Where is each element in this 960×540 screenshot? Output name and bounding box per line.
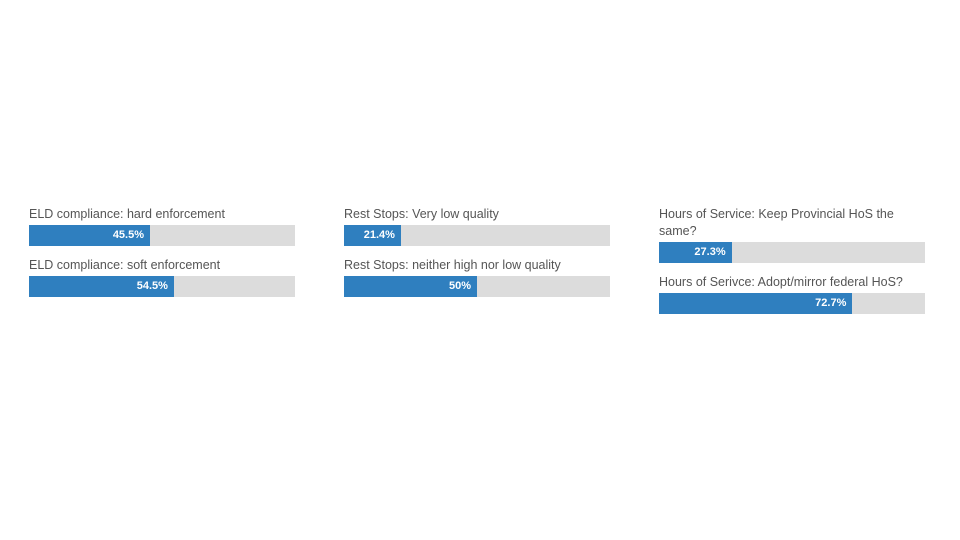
bar-fill: 72.7% <box>659 293 853 314</box>
bar-label: Hours of Serivce: Adopt/mirror federal H… <box>659 275 903 289</box>
hours-of-service-chart: Hours of Service: Keep Provincial HoS th… <box>659 206 925 325</box>
bar-label: Rest Stops: neither high nor low quality <box>344 258 561 272</box>
bar-item: Hours of Serivce: Adopt/mirror federal H… <box>659 274 925 314</box>
bar-item: ELD compliance: hard enforcement 45.5% <box>29 206 295 246</box>
bar-item: Rest Stops: neither high nor low quality… <box>344 257 610 297</box>
bar-track: 45.5% <box>29 225 295 246</box>
bar-item: ELD compliance: soft enforcement 54.5% <box>29 257 295 297</box>
bar-value-label: 72.7% <box>815 297 847 309</box>
bar-item: Hours of Service: Keep Provincial HoS th… <box>659 206 925 263</box>
bar-value-label: 21.4% <box>363 229 395 241</box>
bar-value-label: 50% <box>448 280 471 292</box>
bar-fill: 27.3% <box>659 242 732 263</box>
bar-value-label: 45.5% <box>112 229 145 241</box>
bar-label: ELD compliance: hard enforcement <box>29 207 225 221</box>
bar-fill: 21.4% <box>344 225 401 246</box>
bar-track: 72.7% <box>659 293 925 314</box>
bar-fill: 54.5% <box>29 276 174 297</box>
bar-label: Rest Stops: Very low quality <box>344 207 499 221</box>
bar-track: 54.5% <box>29 276 295 297</box>
bar-fill: 45.5% <box>29 225 151 246</box>
bar-fill: 50% <box>344 276 477 297</box>
bar-track: 50% <box>344 276 610 297</box>
bar-value-label: 27.3% <box>694 246 726 258</box>
bar-item: Rest Stops: Very low quality 21.4% <box>344 206 610 246</box>
rest-stops-chart: Rest Stops: Very low quality 21.4% Rest … <box>344 206 610 308</box>
bar-label: ELD compliance: soft enforcement <box>29 258 221 272</box>
bar-track: 21.4% <box>344 225 610 246</box>
bar-label: Hours of Service: Keep Provincial HoS th… <box>659 207 894 238</box>
bar-value-label: 54.5% <box>136 280 168 292</box>
eld-compliance-chart: ELD compliance: hard enforcement 45.5% E… <box>29 206 295 308</box>
bar-track: 27.3% <box>659 242 925 263</box>
